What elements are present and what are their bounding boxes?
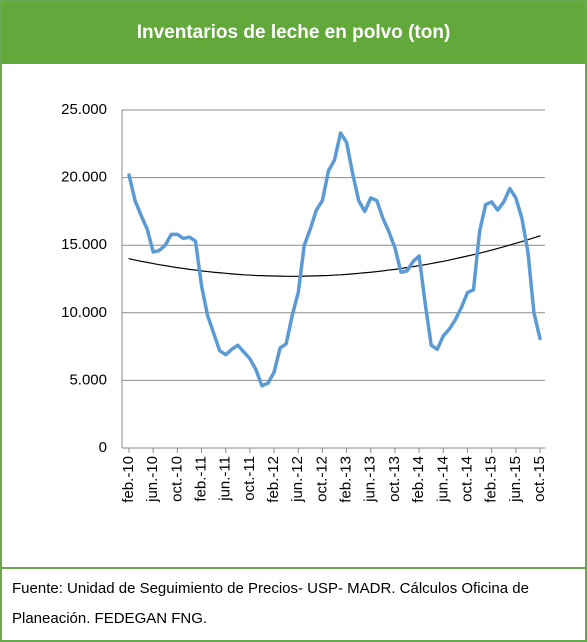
y-tick-label: 10.000 bbox=[61, 304, 107, 321]
x-tick-label: jun.-11 bbox=[217, 456, 234, 502]
x-tick-label: feb.-15 bbox=[483, 456, 500, 503]
x-tick-label: oct.-12 bbox=[313, 456, 330, 502]
x-tick-label: feb.-12 bbox=[265, 456, 282, 503]
x-tick-label: oct.-13 bbox=[386, 456, 403, 502]
separator bbox=[2, 567, 585, 569]
x-tick-label: feb.-10 bbox=[120, 456, 137, 503]
y-tick-label: 15.000 bbox=[61, 236, 107, 253]
x-tick-label: feb.-14 bbox=[410, 456, 427, 503]
data-line bbox=[127, 131, 542, 388]
x-tick-label: jun.-12 bbox=[289, 456, 306, 503]
x-tick-label: feb.-13 bbox=[338, 456, 355, 503]
x-tick-label: oct.-11 bbox=[241, 456, 258, 501]
x-tick-label: jun.-15 bbox=[507, 456, 524, 503]
x-tick-label: jun.-13 bbox=[362, 456, 379, 503]
trend-line bbox=[128, 235, 541, 277]
source-note: Fuente: Unidad de Seguimiento de Precios… bbox=[12, 580, 529, 627]
x-tick-label: jun.-14 bbox=[434, 456, 451, 503]
x-tick-label: jun.-10 bbox=[144, 456, 161, 503]
x-tick-label: oct.-10 bbox=[168, 456, 185, 502]
chart-title: Inventarios de leche en polvo (ton) bbox=[2, 2, 585, 64]
x-tick-label: oct.-15 bbox=[531, 456, 548, 502]
x-tick-label: oct.-14 bbox=[458, 456, 475, 502]
chart: 0 5.000 10.000 15.000 20.000 25.000 feb.-10 jun… bbox=[61, 101, 548, 503]
y-tick-label: 0 bbox=[99, 439, 107, 456]
y-tick-label: 5.000 bbox=[69, 371, 107, 388]
x-tick-label: feb.-11 bbox=[192, 456, 209, 502]
y-tick-label: 25.000 bbox=[61, 101, 107, 118]
y-tick-label: 20.000 bbox=[61, 169, 107, 186]
